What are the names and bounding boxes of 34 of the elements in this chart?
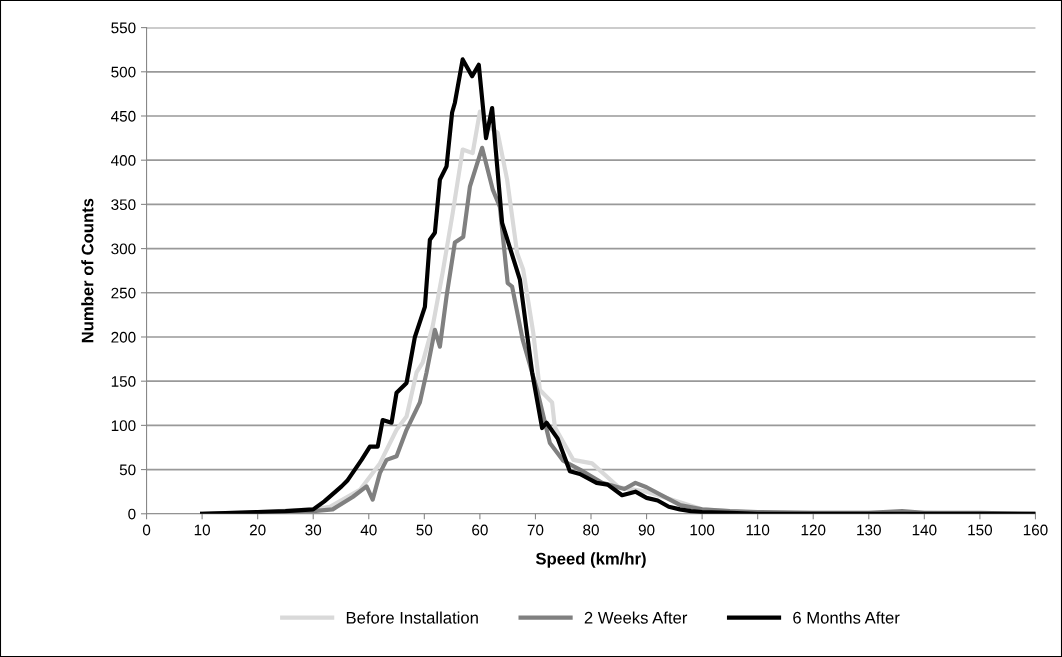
x-tick-label: 0 (142, 524, 151, 536)
x-tick-label: 30 (305, 524, 322, 536)
x-tick-label: 110 (746, 524, 770, 536)
x-tick-label: 150 (968, 524, 993, 536)
x-tick-label: 100 (690, 524, 715, 536)
x-tick-label: 130 (857, 524, 881, 536)
y-tick-label: 150 (111, 376, 136, 387)
y-tick-label: 100 (111, 420, 136, 432)
x-tick-label: 120 (801, 524, 826, 536)
x-tick-label: 80 (583, 524, 599, 536)
x-tick-label: 140 (912, 524, 937, 536)
y-tick-label: 400 (111, 155, 136, 166)
x-tick-label: 60 (472, 524, 488, 536)
legend-label: Before Installation (346, 611, 478, 624)
x-tick-label: 10 (194, 524, 211, 536)
x-tick-label: 90 (638, 524, 655, 536)
y-tick-label: 300 (111, 243, 136, 255)
x-tick-label: 70 (527, 524, 544, 536)
legend-label: 6 Months After (793, 611, 900, 624)
x-tick-label: 40 (360, 524, 377, 536)
x-tick-label: 50 (416, 524, 433, 536)
x-axis-title: Speed (km/hr) (535, 552, 646, 568)
legend-label: 2 Weeks After (584, 611, 688, 624)
y-tick-label: 500 (111, 66, 136, 78)
y-tick-label: 250 (111, 287, 136, 299)
y-tick-label: 350 (111, 199, 136, 211)
y-tick-label: 450 (111, 110, 136, 122)
x-tick-label: 20 (249, 524, 266, 536)
y-tick-label: 200 (111, 331, 136, 343)
y-tick-label: 550 (111, 22, 136, 34)
y-tick-label: 50 (119, 464, 136, 476)
y-axis-title: Number of Counts (81, 198, 94, 343)
y-tick-label: 0 (128, 508, 136, 520)
x-tick-label: 160 (1023, 524, 1048, 536)
